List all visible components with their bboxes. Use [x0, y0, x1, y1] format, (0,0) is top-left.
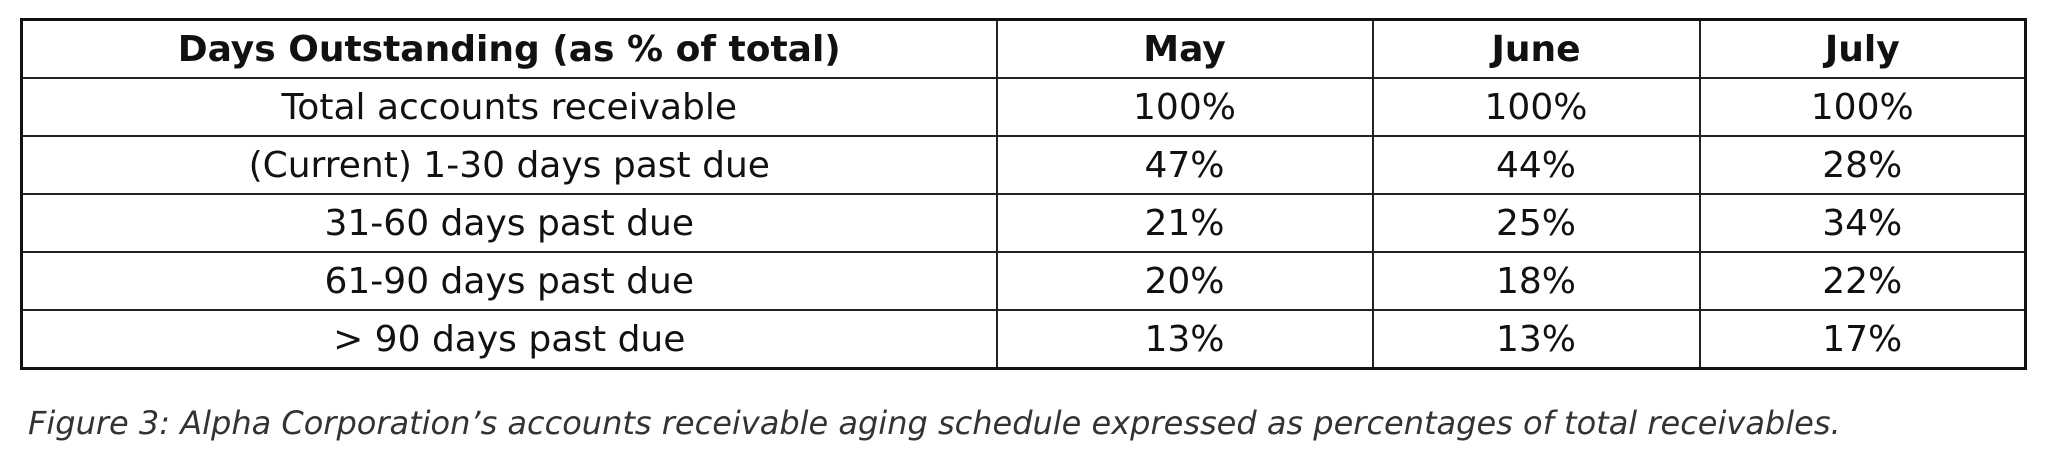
percent-cell: 47% — [995, 135, 1374, 195]
header-cell: July — [1698, 18, 2027, 79]
percent-cell: 25% — [1371, 193, 1701, 253]
row-label: Total accounts receivable — [20, 77, 998, 137]
table-row: 31-60 days past due 21% 25% 34% — [20, 193, 2027, 253]
row-label: 61-90 days past due — [20, 251, 998, 311]
caption: Figure 3: Alpha Corporation’s accounts r… — [28, 404, 1841, 442]
row-label: 31-60 days past due — [20, 193, 998, 253]
aging-table: Days Outstanding (as % of total) May June J… — [20, 18, 2027, 370]
percent-cell: 13% — [1371, 309, 1701, 370]
percent-cell: 20% — [995, 251, 1374, 311]
table-row: (Current) 1-30 days past due 47% 44% 28% — [20, 135, 2027, 195]
percent-cell: 22% — [1698, 251, 2027, 311]
percent-cell: 28% — [1698, 135, 2027, 195]
percent-cell: 21% — [995, 193, 1374, 253]
table-row: > 90 days past due 13% 13% 17% — [20, 309, 2027, 370]
percent-cell: 17% — [1698, 309, 2027, 370]
header-cell: Days Outstanding (as % of total) — [20, 18, 998, 79]
header-cell: May — [995, 18, 1374, 79]
percent-cell: 100% — [995, 77, 1374, 137]
table-row: Total accounts receivable 100% 100% 100% — [20, 77, 2027, 137]
row-label: > 90 days past due — [20, 309, 998, 370]
percent-cell: 13% — [995, 309, 1374, 370]
percent-cell: 100% — [1698, 77, 2027, 137]
percent-cell: 100% — [1371, 77, 1701, 137]
header-cell: June — [1371, 18, 1701, 79]
row-label: (Current) 1-30 days past due — [20, 135, 998, 195]
table-row: 61-90 days past due 20% 18% 22% — [20, 251, 2027, 311]
percent-cell: 18% — [1371, 251, 1701, 311]
header-row: Days Outstanding (as % of total) May June J… — [20, 18, 2027, 79]
percent-cell: 34% — [1698, 193, 2027, 253]
percent-cell: 44% — [1371, 135, 1701, 195]
